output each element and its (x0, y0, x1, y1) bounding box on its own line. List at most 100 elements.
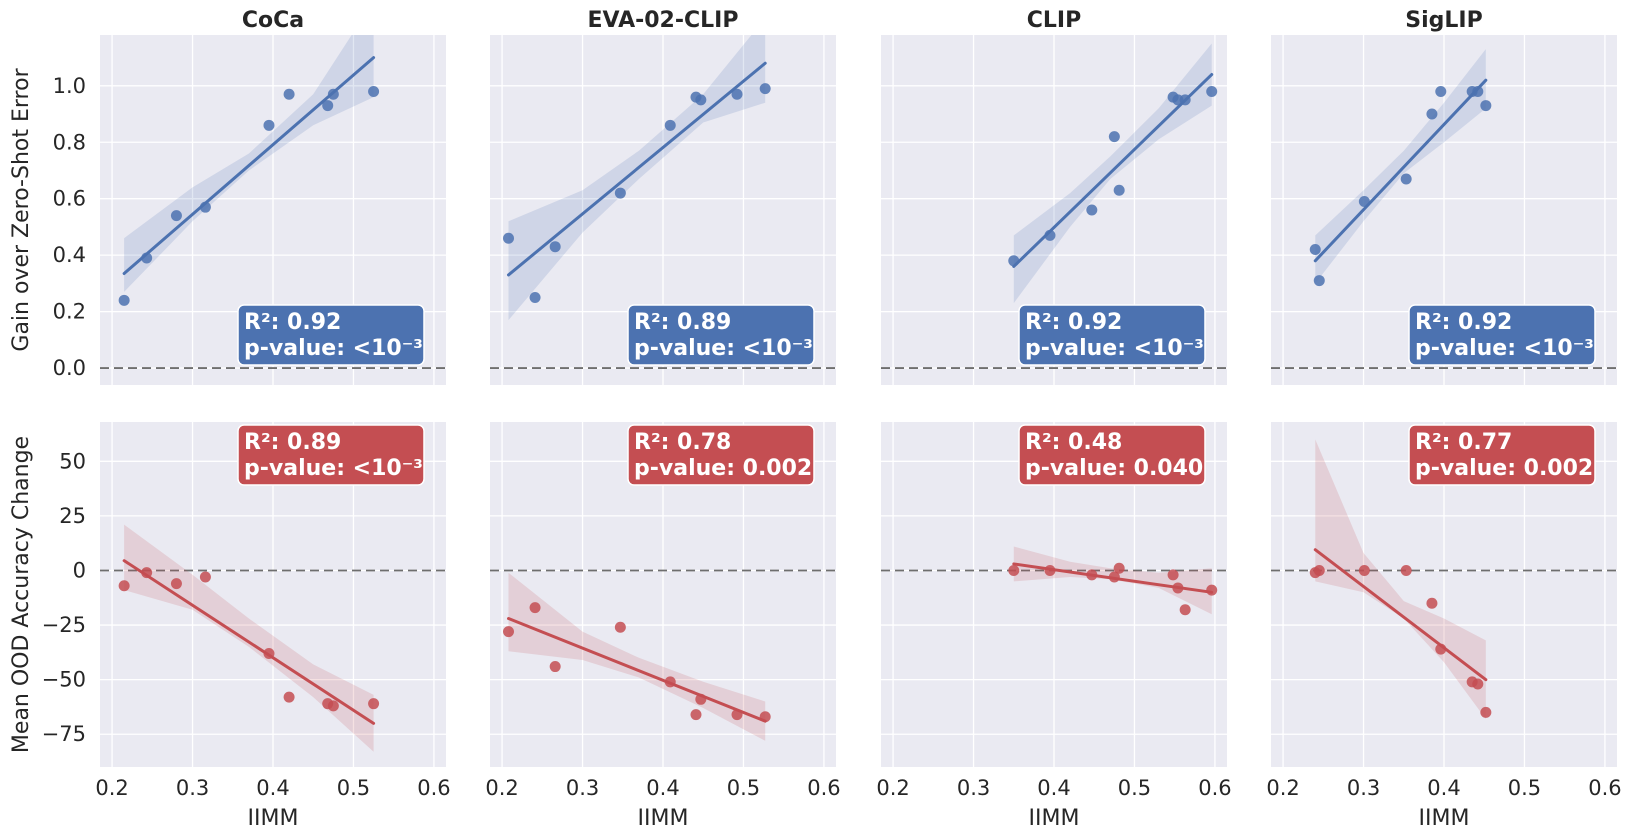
p-value-label: p-value: <10⁻³ (244, 336, 423, 361)
r-squared-label: R²: 0.89 (244, 430, 341, 455)
data-point (732, 89, 743, 100)
x-tick-label: 0.4 (1427, 776, 1460, 800)
data-point (503, 626, 514, 637)
data-point (1086, 569, 1097, 580)
panel-coca-row-1: R²: 0.92p-value: <10⁻³ (100, 1, 446, 385)
data-point (550, 661, 561, 672)
data-point (695, 694, 706, 705)
data-point (615, 188, 626, 199)
p-value-label: p-value: <10⁻³ (634, 336, 813, 361)
data-point (1314, 565, 1325, 576)
data-point (550, 241, 561, 252)
data-point (1359, 565, 1370, 576)
x-tick-label: 0.3 (957, 776, 990, 800)
x-tick-label: 0.6 (807, 776, 840, 800)
data-point (328, 700, 339, 711)
y-tick-label: 0.4 (53, 243, 86, 267)
data-point (1480, 707, 1491, 718)
y-tick-label: −25 (42, 613, 86, 637)
data-point (1180, 94, 1191, 105)
x-axis-label: IIMM (1419, 806, 1470, 831)
x-tick-label: 0.6 (1588, 776, 1621, 800)
panel-siglip-row-2: R²: 0.77p-value: 0.002 (1271, 422, 1617, 767)
data-point (695, 94, 706, 105)
panel-coca-row-2: R²: 0.89p-value: <10⁻³ (100, 422, 446, 767)
data-point (200, 572, 211, 583)
x-tick-label: 0.3 (176, 776, 209, 800)
x-tick-label: 0.4 (256, 776, 289, 800)
data-point (200, 202, 211, 213)
panel-eva-02-clip-row-2: R²: 0.78p-value: 0.002 (490, 422, 836, 767)
p-value-label: p-value: <10⁻³ (1025, 336, 1204, 361)
r-squared-label: R²: 0.48 (1025, 430, 1122, 455)
panel-clip-row-1: R²: 0.92p-value: <10⁻³ (881, 35, 1227, 385)
y-tick-label: 0 (73, 558, 86, 582)
data-point (1008, 565, 1019, 576)
data-point (284, 692, 295, 703)
data-point (1435, 86, 1446, 97)
r-squared-label: R²: 0.92 (244, 310, 341, 335)
data-point (263, 120, 274, 131)
data-point (1435, 644, 1446, 655)
x-tick-label: 0.5 (1118, 776, 1151, 800)
r-squared-label: R²: 0.78 (634, 430, 731, 455)
panel-title-clip: CLIP (1027, 8, 1081, 33)
y-tick-label: −50 (42, 668, 86, 692)
data-point (368, 86, 379, 97)
y-axis-label-row-1: Gain over Zero-Shot Error (9, 67, 34, 351)
data-point (503, 233, 514, 244)
x-tick-label: 0.4 (1037, 776, 1070, 800)
p-value-label: p-value: <10⁻³ (244, 456, 423, 481)
data-point (665, 120, 676, 131)
data-point (1206, 86, 1217, 97)
data-point (1310, 244, 1321, 255)
y-tick-label: 50 (59, 449, 86, 473)
data-point (760, 83, 771, 94)
x-tick-label: 0.2 (95, 776, 128, 800)
x-tick-label: 0.5 (337, 776, 370, 800)
data-point (1359, 196, 1370, 207)
data-point (1472, 86, 1483, 97)
data-point (760, 711, 771, 722)
panel-clip-row-2: R²: 0.48p-value: 0.040 (881, 422, 1227, 767)
data-point (1401, 565, 1412, 576)
x-tick-label: 0.6 (1198, 776, 1231, 800)
y-tick-label: −75 (42, 722, 86, 746)
data-point (263, 648, 274, 659)
data-point (1426, 598, 1437, 609)
p-value-label: p-value: <10⁻³ (1415, 336, 1594, 361)
panel-eva-02-clip-row-1: R²: 0.89p-value: <10⁻³ (490, 18, 836, 385)
data-point (1180, 604, 1191, 615)
data-point (1114, 185, 1125, 196)
data-point (171, 210, 182, 221)
panel-title-siglip: SigLIP (1405, 8, 1482, 33)
data-point (1426, 109, 1437, 120)
panel-siglip-row-1: R²: 0.92p-value: <10⁻³ (1271, 35, 1617, 385)
data-point (615, 622, 626, 633)
p-value-label: p-value: 0.002 (1415, 456, 1593, 481)
x-tick-label: 0.3 (566, 776, 599, 800)
r-squared-label: R²: 0.92 (1415, 310, 1512, 335)
x-tick-label: 0.5 (1508, 776, 1541, 800)
r-squared-label: R²: 0.77 (1415, 430, 1512, 455)
data-point (1472, 679, 1483, 690)
data-point (1086, 205, 1097, 216)
y-tick-label: 25 (59, 504, 86, 528)
data-point (1008, 255, 1019, 266)
x-tick-label: 0.6 (417, 776, 450, 800)
data-point (1044, 230, 1055, 241)
x-tick-label: 0.5 (727, 776, 760, 800)
p-value-label: p-value: 0.002 (634, 456, 812, 481)
data-point (119, 295, 130, 306)
x-axis-label: IIMM (1029, 806, 1080, 831)
x-tick-label: 0.2 (876, 776, 909, 800)
data-point (1401, 173, 1412, 184)
panel-title-coca: CoCa (242, 8, 304, 33)
data-point (119, 580, 130, 591)
data-point (1480, 100, 1491, 111)
data-point (732, 709, 743, 720)
x-tick-label: 0.2 (485, 776, 518, 800)
r-squared-label: R²: 0.89 (634, 310, 731, 335)
data-point (368, 698, 379, 709)
